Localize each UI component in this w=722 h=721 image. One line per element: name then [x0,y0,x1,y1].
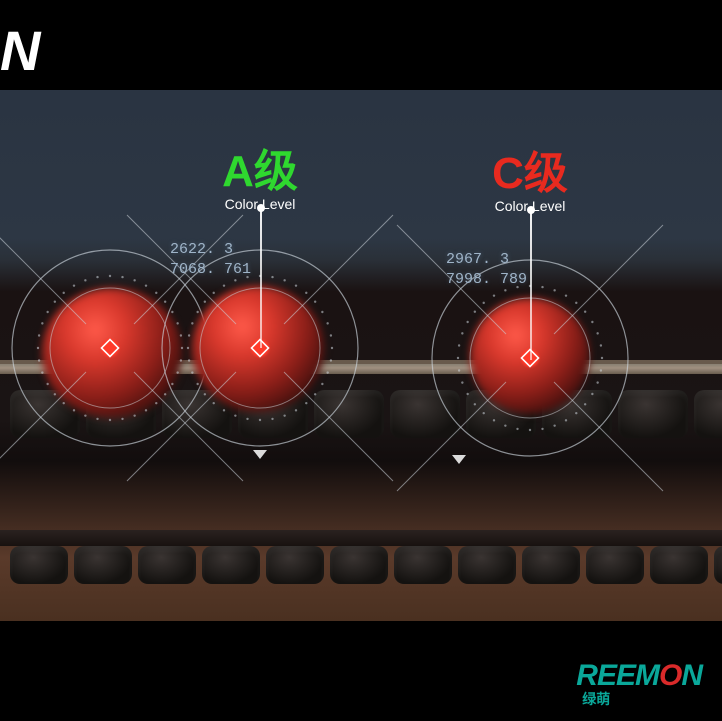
grade-sub: Color Level [150,196,370,212]
readout-values: 2967. 3 7998. 789 [446,250,527,289]
roller [650,546,708,584]
roller [694,390,722,438]
chevron-down-icon [452,455,466,464]
brand-part: REEM [576,659,659,692]
roller [522,546,580,584]
grade-level: C级 [420,152,640,196]
letterbox-top [0,0,722,90]
grade-label: A级 Color Level [150,150,370,212]
brand-sub: 绿萌 [582,689,702,709]
roller [586,546,644,584]
roller [714,546,722,584]
readout-line: 7068. 761 [170,260,251,280]
grade-level: A级 [150,150,370,194]
readout-line: 2967. 3 [446,250,527,270]
roller [394,546,452,584]
leader-line [530,210,532,360]
scene: 2622. 3 7068. 761 A级 Color Level 2967. 3… [0,90,722,621]
readout-values: 2622. 3 7068. 761 [170,240,251,279]
roller [138,546,196,584]
brand-part: N [681,659,702,692]
grade-label: C级 Color Level [420,152,640,214]
rail-lower [0,530,722,546]
grade-sub: Color Level [420,198,640,214]
roller [74,546,132,584]
roller-row-lower [0,546,722,584]
roller [458,546,516,584]
chevron-down-icon [253,450,267,459]
roller [266,546,324,584]
leader-line [260,208,262,348]
roller [330,546,388,584]
readout-line: 2622. 3 [170,240,251,260]
readout-line: 7998. 789 [446,270,527,290]
corner-logo-fragment: N [0,18,38,83]
roller [10,546,68,584]
brand-part: O [659,659,681,692]
roller [202,546,260,584]
brand-name: REEMON [576,661,702,691]
brand-logo: REEMON 绿萌 [576,661,702,709]
